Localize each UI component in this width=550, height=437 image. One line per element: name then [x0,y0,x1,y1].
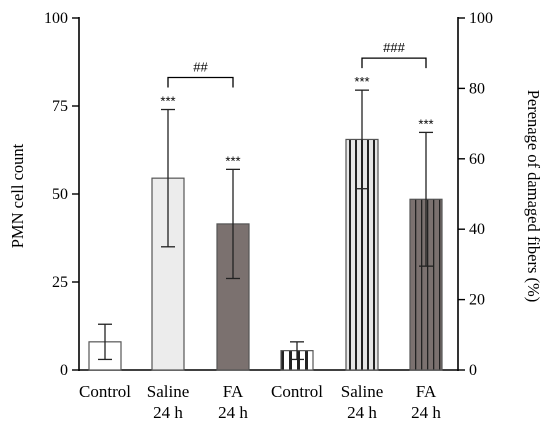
bracket-label: ### [383,40,405,55]
category-label: Saline [147,382,190,401]
right-axis-title: Perenage of damaged fibers (%) [524,90,543,303]
category-label: 24 h [153,403,183,422]
category-label: Saline [341,382,384,401]
category-label: 24 h [218,403,248,422]
left-tick-label: 50 [52,186,68,203]
significance-label: *** [160,94,175,109]
category-label: Control [271,382,323,401]
comparison-bracket [361,57,427,69]
comparison-bracket [167,76,234,88]
left-tick-label: 100 [44,10,68,27]
significance-label: *** [354,74,369,89]
significance-label: *** [225,153,240,168]
category-labels: Control Saline 24 h FA 24 h Control Saline 24 h… [79,382,441,422]
significance-label: *** [418,116,433,131]
right-tick-label: 60 [469,151,485,168]
left-tick-label: 0 [60,362,68,379]
right-axis-ticks: 0 20 40 60 80 100 [458,10,493,379]
right-tick-label: 40 [469,221,485,238]
left-axis-title: PMN cell count [8,143,27,248]
left-axis-ticks: 0 25 50 75 100 [44,10,79,379]
right-tick-label: 0 [469,362,477,379]
category-label: 24 h [411,403,441,422]
category-label: FA [223,382,244,401]
category-label: 24 h [347,403,377,422]
category-label: FA [416,382,437,401]
right-tick-label: 100 [469,10,493,27]
bracket-label: ## [193,60,208,75]
left-tick-label: 75 [52,98,68,115]
right-tick-label: 20 [469,292,485,309]
right-tick-label: 80 [469,80,485,97]
category-label: Control [79,382,131,401]
bar-light-gray [151,177,185,371]
left-tick-label: 25 [52,274,68,291]
annotations: *** *** ## *** *** ### [160,40,433,168]
bars [88,89,443,371]
